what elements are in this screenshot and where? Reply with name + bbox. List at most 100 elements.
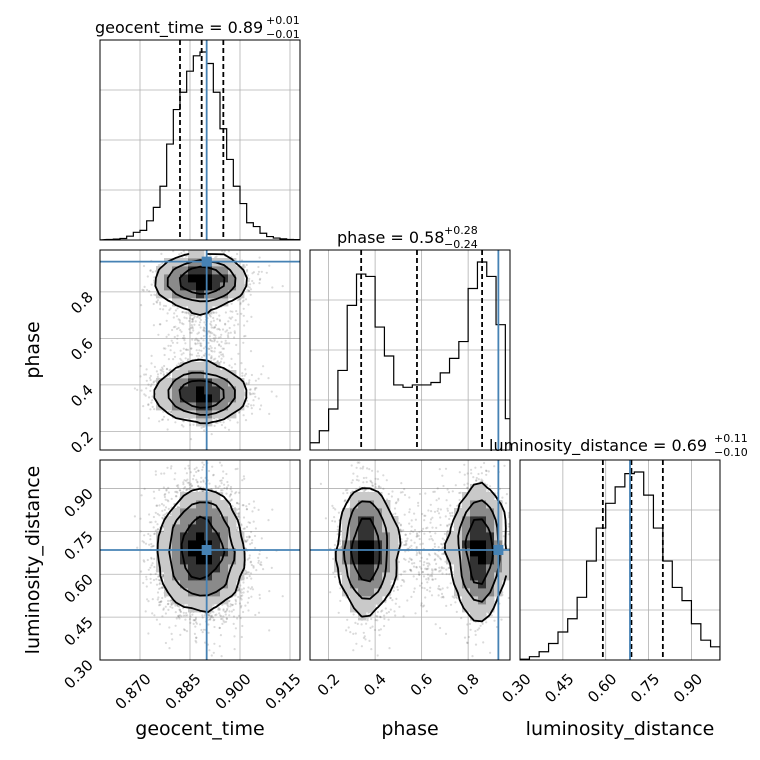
scatter-point <box>234 319 237 322</box>
scatter-point <box>242 307 245 310</box>
scatter-point <box>161 418 165 421</box>
scatter-point <box>142 405 145 408</box>
scatter-point <box>178 253 181 256</box>
scatter-point <box>169 410 172 414</box>
scatter-point <box>207 329 211 333</box>
scatter-point <box>233 324 236 327</box>
scatter-point <box>194 342 197 345</box>
scatter-point <box>189 317 192 320</box>
scatter-point <box>202 329 205 332</box>
scatter-point <box>166 367 169 370</box>
scatter-point <box>234 363 237 366</box>
scatter-point <box>188 328 191 331</box>
scatter-point <box>192 423 195 426</box>
scatter-point <box>168 308 171 312</box>
scatter-point <box>229 317 232 320</box>
scatter-point <box>166 312 169 315</box>
scatter-point <box>257 270 261 273</box>
scatter-point <box>180 330 183 333</box>
scatter-point <box>267 377 270 380</box>
scatter-point <box>150 383 153 386</box>
scatter-point <box>170 339 173 342</box>
scatter-point <box>257 273 260 276</box>
scatter-point <box>155 300 158 303</box>
scatter-point <box>171 328 174 332</box>
scatter-point <box>219 351 223 354</box>
hist-geocent-time <box>100 51 300 240</box>
scatter-point <box>224 339 227 342</box>
scatter-point <box>176 337 179 340</box>
scatter-point <box>182 420 185 423</box>
scatter-point <box>229 419 232 422</box>
scatter-point <box>167 374 171 377</box>
scatter-point <box>224 426 227 429</box>
scatter-point <box>281 285 284 288</box>
scatter-point <box>246 268 249 272</box>
scatter-point <box>248 393 252 396</box>
scatter-point <box>167 418 170 421</box>
scatter-point <box>144 394 147 397</box>
scatter-point <box>199 344 202 347</box>
scatter-point <box>189 331 192 334</box>
scatter-point <box>191 327 194 330</box>
scatter-point <box>191 318 194 321</box>
scatter-point <box>145 379 148 382</box>
scatter-point <box>208 353 211 356</box>
scatter-point <box>159 307 162 311</box>
scatter-point <box>187 358 190 361</box>
scatter-point <box>179 329 182 332</box>
scatter-point <box>249 293 252 296</box>
scatter-point <box>143 393 146 396</box>
scatter-point <box>209 332 212 335</box>
scatter-point <box>173 351 176 354</box>
scatter-point <box>260 404 263 407</box>
scatter-point <box>203 354 206 357</box>
scatter-point <box>153 365 156 368</box>
scatter-point <box>183 339 186 342</box>
scatter-point <box>209 345 212 348</box>
scatter-point <box>210 433 213 436</box>
scatter-point <box>149 374 152 378</box>
scatter-point <box>173 335 176 339</box>
scatter-point <box>244 372 248 375</box>
scatter-point <box>212 337 215 340</box>
scatter-point <box>238 298 241 301</box>
scatter-point <box>142 264 146 268</box>
scatter-point <box>224 311 227 314</box>
scatter-point <box>223 250 226 253</box>
scatter-point <box>228 326 231 330</box>
scatter-point <box>213 325 217 329</box>
scatter-point <box>230 366 233 369</box>
scatter-point <box>209 357 212 360</box>
scatter-point <box>190 314 193 317</box>
scatter-point <box>252 271 255 274</box>
scatter-point <box>227 336 230 339</box>
scatter-point <box>231 316 234 319</box>
scatter-point <box>250 412 254 415</box>
scatter-point <box>159 303 162 306</box>
scatter-point <box>216 360 219 363</box>
scatter-point <box>182 323 185 326</box>
scatter-point <box>254 387 257 390</box>
scatter-point <box>165 368 168 371</box>
scatter-point <box>169 344 172 347</box>
scatter-point <box>153 293 156 296</box>
scatter-point <box>172 358 175 361</box>
scatter-point <box>224 342 227 345</box>
scatter-point <box>153 408 156 411</box>
scatter-point <box>213 326 216 329</box>
scatter-point <box>260 373 263 376</box>
scatter-point <box>212 319 215 322</box>
scatter-point <box>161 368 164 371</box>
scatter-point <box>259 277 262 280</box>
scatter-point <box>179 357 182 360</box>
scatter-point <box>197 352 200 355</box>
scatter-point <box>268 412 271 415</box>
scatter-point <box>164 347 167 350</box>
scatter-point <box>258 278 261 281</box>
scatter-point <box>238 410 241 413</box>
scatter-point <box>240 312 243 315</box>
scatter-point <box>203 429 206 432</box>
scatter-point <box>165 335 168 338</box>
scatter-point <box>236 421 239 424</box>
